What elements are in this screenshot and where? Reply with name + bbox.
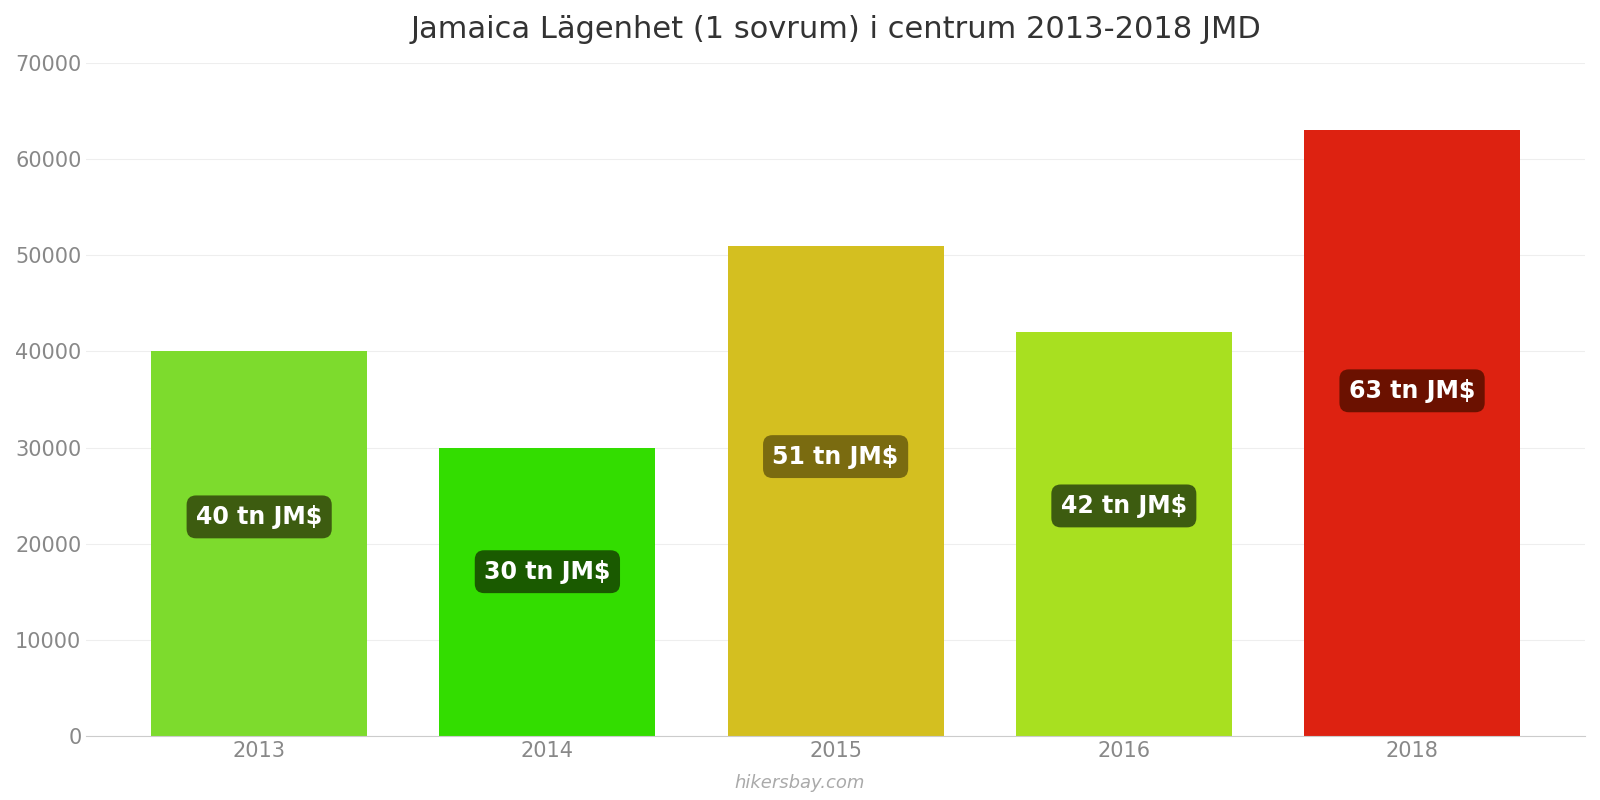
Text: 51 tn JM$: 51 tn JM$ (773, 445, 899, 469)
Text: 40 tn JM$: 40 tn JM$ (197, 505, 322, 529)
Bar (1016, 332, 1232, 736)
Bar (440, 448, 656, 736)
Bar (1304, 130, 1520, 736)
Title: Jamaica Lägenhet (1 sovrum) i centrum 2013-2018 JMD: Jamaica Lägenhet (1 sovrum) i centrum 20… (410, 15, 1261, 44)
Text: 63 tn JM$: 63 tn JM$ (1349, 379, 1475, 403)
Bar (728, 246, 944, 736)
Bar (150, 351, 368, 736)
Text: hikersbay.com: hikersbay.com (734, 774, 866, 792)
Text: 30 tn JM$: 30 tn JM$ (485, 560, 611, 584)
Text: 42 tn JM$: 42 tn JM$ (1061, 494, 1187, 518)
